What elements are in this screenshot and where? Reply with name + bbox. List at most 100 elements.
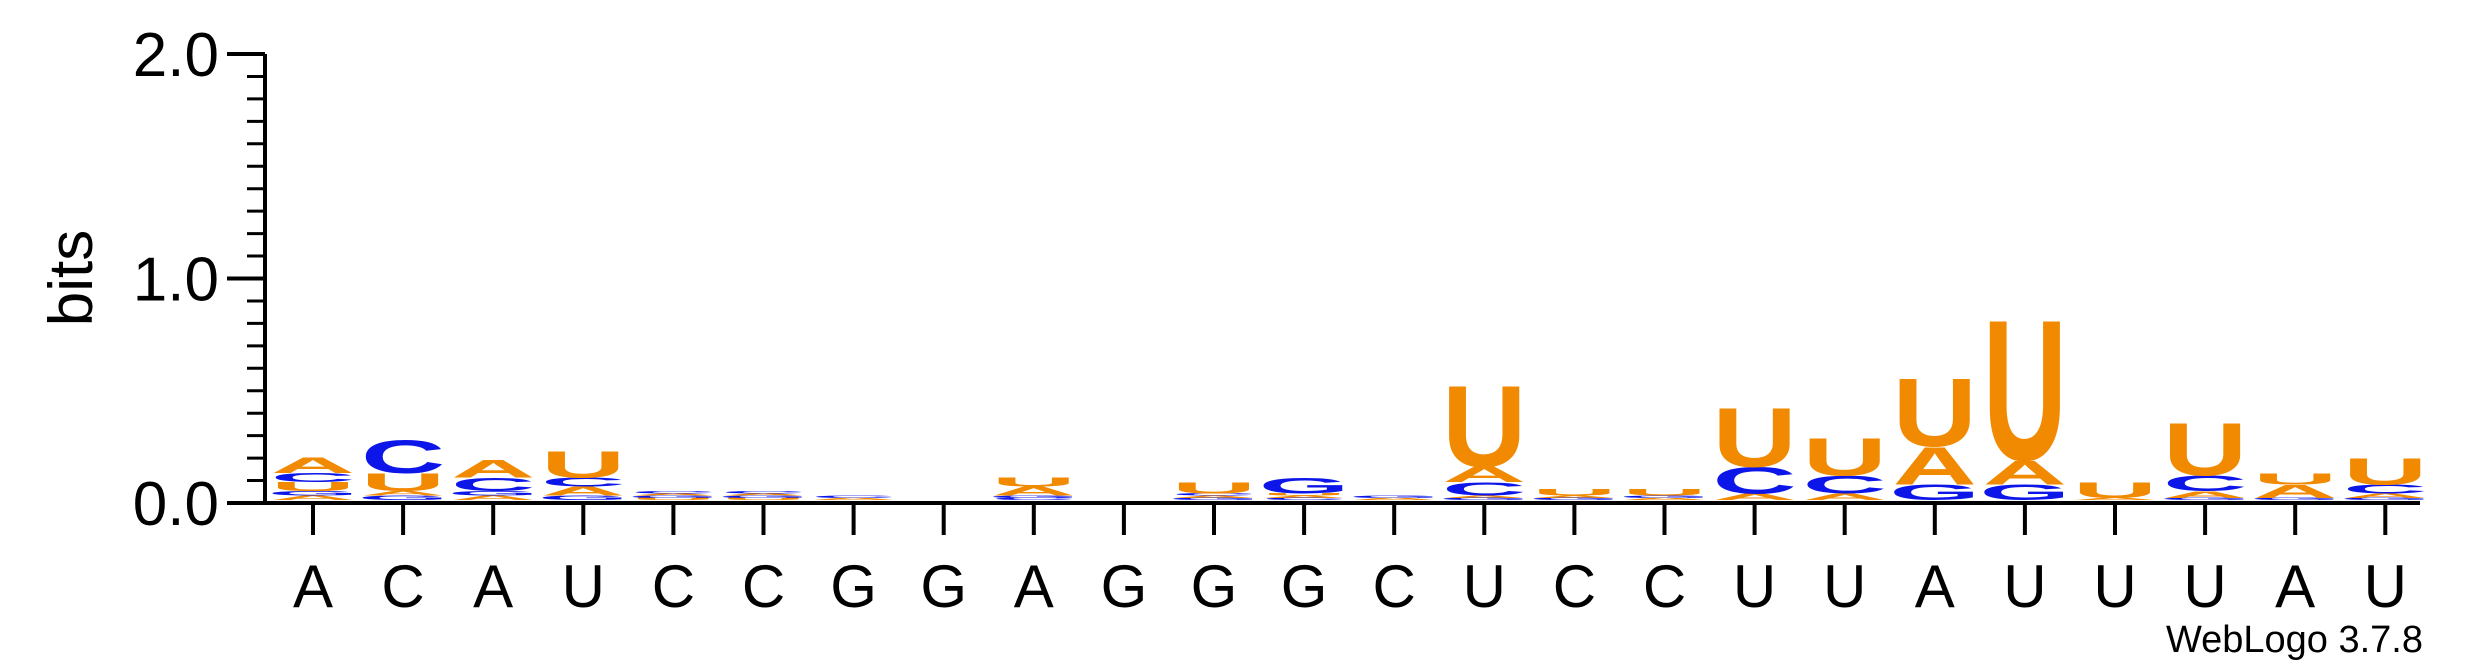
logo-letter-C: C	[541, 475, 625, 489]
logo-letter-A: A	[1172, 495, 1256, 498]
x-tick-label: A	[2275, 553, 2315, 620]
logo-letter-G: G	[538, 494, 629, 501]
logo-letter-U: U	[1442, 362, 1526, 492]
logo-letter-U: U	[631, 497, 715, 500]
x-tick-label: U	[562, 553, 605, 620]
logo-letter-U: U	[2253, 470, 2337, 488]
x-tick-label: A	[293, 553, 333, 620]
x-tick-label: G	[920, 553, 967, 620]
x-tick-label: G	[1101, 553, 1148, 620]
logo-letter-U: U	[1983, 277, 2067, 502]
logo-letter-A: A	[1893, 437, 1977, 496]
logo-letter-G: G	[358, 494, 449, 501]
logo-letter-C: C	[721, 490, 805, 493]
logo-letter-U: U	[1532, 487, 1616, 498]
x-tick-label: G	[830, 553, 877, 620]
logo-letter-G: G	[1169, 497, 1260, 500]
logo-letter-C: C	[1803, 471, 1887, 499]
logo-letter-A: A	[2073, 497, 2157, 500]
logo-letter-G: G	[1349, 495, 1440, 498]
x-tick-label: C	[652, 553, 695, 620]
logo-letter-A: A	[1442, 495, 1526, 498]
logo-letter-G: G	[1619, 495, 1710, 498]
logo-letter-G: G	[2340, 497, 2431, 500]
logo-letter-U: U	[1712, 390, 1796, 485]
logo-letter-G: G	[1529, 497, 1620, 500]
logo-letter-A: A	[721, 493, 805, 496]
logo-letter-C: C	[811, 495, 895, 498]
x-tick-label: G	[1281, 553, 1328, 620]
x-tick-label: A	[1014, 553, 1054, 620]
logo-letter-A: A	[1352, 497, 1436, 500]
logo-letter-C: C	[2343, 482, 2427, 496]
logo-letter-G: G	[2250, 497, 2341, 500]
logo-letter-C: C	[2163, 471, 2247, 496]
logo-letter-U: U	[992, 475, 1076, 489]
logo-letter-U: U	[271, 480, 355, 494]
logo-letter-C: C	[1262, 497, 1346, 500]
logo-letter-C: C	[1712, 460, 1796, 502]
y-tick-label: 0.0	[133, 470, 219, 539]
logo-letter-U: U	[2073, 478, 2157, 503]
logo-letter-G: G	[718, 495, 809, 498]
logo-letter-C: C	[1442, 478, 1526, 499]
logo-letter-A: A	[1262, 495, 1346, 498]
logo-letter-A: A	[1983, 453, 2067, 491]
x-tick-label: C	[1373, 553, 1416, 620]
logo-letter-A: A	[2253, 481, 2337, 502]
logo-letter-U: U	[1172, 479, 1256, 497]
logo-letter-C: C	[361, 430, 445, 483]
logo-letter-C: C	[271, 471, 355, 485]
x-tick-label: C	[1643, 553, 1686, 620]
x-tick-label: U	[2183, 553, 2226, 620]
logo-letter-U: U	[721, 497, 805, 500]
x-tick-label: A	[473, 553, 513, 620]
logo-letter-G: G	[1980, 480, 2071, 505]
x-tick-label: G	[1191, 553, 1238, 620]
logo-letter-U: U	[1893, 358, 1977, 467]
logo-letter-A: A	[361, 490, 445, 497]
logo-letter-A: A	[451, 494, 535, 501]
x-tick-label: C	[742, 553, 785, 620]
logo-letter-C: C	[451, 474, 535, 495]
logo-letter-G: G	[2160, 497, 2251, 500]
logo-letter-U: U	[1622, 487, 1706, 498]
logo-letter-A: A	[811, 497, 895, 500]
x-tick-label: U	[1823, 553, 1866, 620]
logo-letter-U: U	[1262, 493, 1346, 496]
x-tick-label: U	[2093, 553, 2136, 620]
logo-letter-U: U	[2343, 451, 2427, 493]
y-tick-label: 1.0	[133, 246, 219, 315]
y-axis: 0.0 1.0 2.0	[133, 21, 267, 539]
x-tick-label: U	[2364, 553, 2407, 620]
weblogo-credit: WebLogo 3.7.8	[2166, 619, 2423, 661]
logo-letter-G: G	[268, 490, 359, 497]
logo-letter-A: A	[271, 453, 355, 478]
logo-letter-G: G	[1259, 473, 1350, 498]
y-tick-label: 2.0	[133, 21, 219, 90]
x-tick-label: U	[1733, 553, 1776, 620]
logo-letter-G: G	[1439, 497, 1530, 500]
logo-letter-A: A	[1803, 491, 1887, 502]
logo-letter-A: A	[271, 494, 355, 501]
x-tick-label: U	[1463, 553, 1506, 620]
logo-letter-A: A	[631, 493, 715, 496]
logo-letter-A: A	[541, 484, 625, 498]
logo-letter-A: A	[1442, 462, 1526, 487]
logo-letter-U: U	[1803, 428, 1887, 487]
logo-letter-A: A	[2163, 489, 2247, 500]
logo-letter-C: C	[1172, 493, 1256, 496]
logo-letter-A: A	[1532, 495, 1616, 498]
y-axis-label: bits	[37, 230, 106, 326]
logo-letter-G: G	[1889, 480, 1980, 505]
logo-letter-C: C	[631, 490, 715, 493]
logo-letter-A: A	[2343, 492, 2427, 499]
x-tick-label: C	[381, 553, 424, 620]
x-tick-label: A	[1915, 553, 1955, 620]
x-tick-label: C	[1553, 553, 1596, 620]
logo-letter-A: A	[992, 484, 1076, 498]
logo-stacks: AGUCAGAUCAGCAGACUUGACUGACACCGAUGACUCAUGA…	[268, 277, 2431, 504]
logo-letter-G: G	[988, 495, 1079, 498]
